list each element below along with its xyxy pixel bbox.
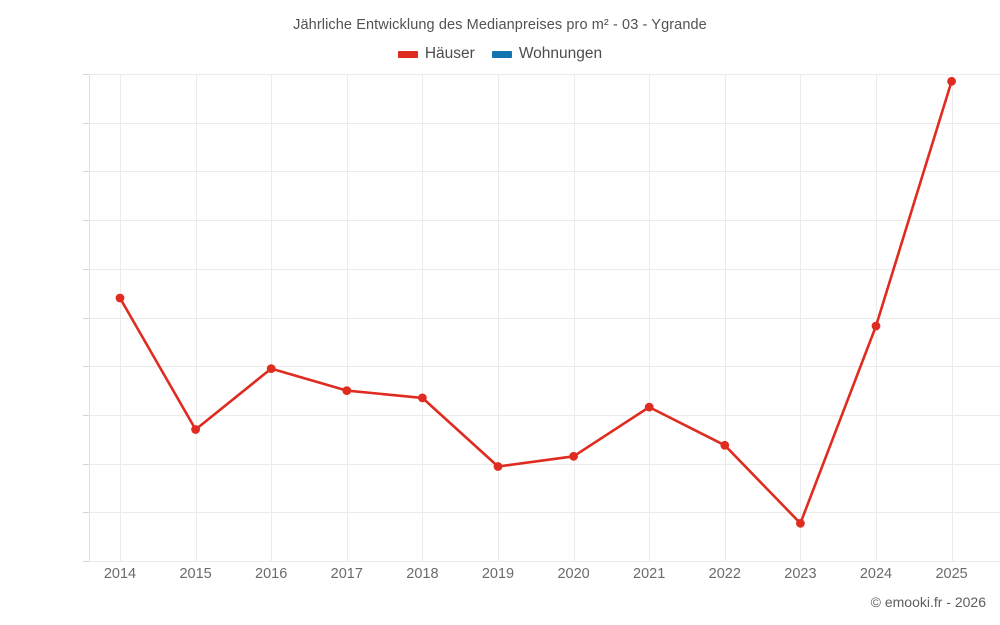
gridline-vertical [649,74,651,561]
x-axis-tick-label: 2018 [406,566,439,582]
gridline-vertical [195,74,197,561]
y-tick-mark [83,122,89,124]
legend-entry-häuser[interactable]: Häuser [397,45,475,63]
y-tick-mark [83,171,89,173]
gridline-horizontal [89,220,1000,222]
x-axis-tick-label: 2014 [103,566,137,582]
gridline-vertical [724,74,726,561]
gridline-horizontal [89,74,1000,75]
x-axis-tick-label: 2017 [330,566,363,582]
y-tick-mark [83,463,89,465]
gridline-horizontal [89,463,1000,465]
gridline-horizontal [89,512,1000,514]
chart-footer-credit: © emooki.fr - 2026 [870,594,986,610]
x-axis-tick-label: 2024 [859,566,893,582]
legend-label: Wohnungen [518,45,603,62]
y-tick-mark [83,220,89,222]
y-tick-mark [83,561,89,562]
gridline-vertical [800,74,802,561]
legend-label: Häuser [424,45,475,62]
gridline-horizontal [89,268,1000,270]
gridline-horizontal [89,171,1000,173]
chart-title: Jährliche Entwicklung des Medianpreises … [293,17,707,33]
x-axis-tick-label: 2019 [481,566,515,582]
legend-swatch-icon [491,50,512,58]
gridline-vertical [876,74,877,561]
legend-entry-wohnungen[interactable]: Wohnungen [491,45,603,63]
x-axis-tick-label: 2023 [784,566,817,582]
y-tick-mark [83,512,89,514]
gridline-horizontal [89,414,1000,416]
y-tick-mark [83,414,89,416]
x-axis-tick-label: 2025 [935,566,968,582]
gridline-horizontal [89,317,1000,319]
chart-legend: Häuser Wohnungen [0,45,1000,63]
gridline-vertical [422,74,424,561]
y-tick-mark [83,317,89,319]
x-axis-tick-label: 2021 [633,566,666,582]
plot-area [89,74,1000,562]
y-tick-mark [83,74,89,75]
gridline-vertical [573,74,575,561]
x-axis-tick-label: 2020 [557,566,590,582]
legend-swatch-icon [397,50,418,58]
gridline-vertical [271,74,273,561]
gridline-vertical [120,74,121,561]
y-tick-mark [83,268,89,270]
gridline-horizontal [89,561,1000,562]
x-axis-tick-label: 2016 [255,566,288,582]
gridline-horizontal [89,366,1000,368]
gridline-horizontal [89,122,1000,124]
gridline-vertical [346,74,348,561]
y-tick-mark [83,366,89,368]
gridline-vertical [951,74,953,561]
gridline-vertical [498,74,499,561]
x-axis-tick-label: 2015 [179,566,212,582]
x-axis-tick-label: 2022 [708,566,741,582]
